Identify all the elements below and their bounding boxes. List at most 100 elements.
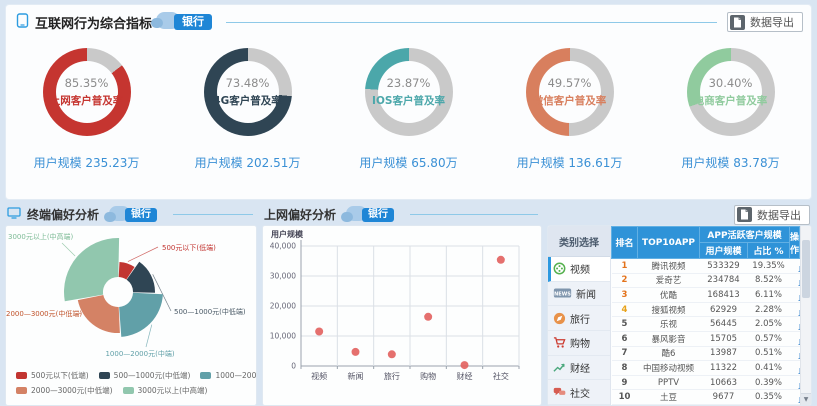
legend-label: 500—1000元(中低端) [113, 370, 191, 380]
legend-swatch [122, 386, 134, 394]
table-row: 10 土豆 9677 0.35% [611, 389, 800, 405]
app-name-cell: 优酷 [637, 287, 700, 303]
table-row: 5 乐视 56445 2.05% [611, 316, 800, 332]
ratio-cell: 0.57% [747, 331, 790, 347]
user-scale-cell: 9677 [699, 389, 748, 405]
rank-cell: 10 [611, 389, 638, 405]
ratio-cell: 2.05% [747, 316, 790, 332]
svg-text:新闻: 新闻 [348, 371, 364, 381]
svg-text:0: 0 [291, 362, 296, 371]
ratio-cell: 0.51% [747, 346, 790, 362]
legend-item[interactable]: 500—1000元(中低端) [98, 370, 191, 381]
svg-text:NEWS: NEWS [554, 292, 571, 298]
svg-text:10,000: 10,000 [270, 332, 296, 341]
legend-item[interactable]: 2000—3000元(中低端) [16, 385, 113, 396]
phone-icon [16, 13, 29, 31]
app-name-cell: 土豆 [637, 389, 700, 405]
document-icon [730, 14, 745, 30]
ratio-cell: 19.35% [747, 258, 790, 274]
user-scale-cell: 13987 [699, 346, 748, 362]
report-icon[interactable] [790, 347, 791, 359]
legend-swatch [200, 371, 212, 379]
svg-text:用户规模: 用户规模 [270, 229, 304, 239]
online-panel-title: 上网偏好分析 [264, 208, 337, 222]
col-app: TOP10APP [637, 226, 700, 259]
pie-legend: 500元以下(低端) 500—1000元(中低端) 1000—2000元(中端)… [16, 370, 256, 400]
bank-badge[interactable]: 银行 [125, 207, 158, 222]
donut-label: 4G客户普及率 [213, 95, 282, 107]
ratio-cell: 2.28% [747, 302, 790, 318]
legend-swatch [98, 371, 110, 379]
category-item-新闻[interactable]: NEWS 新闻 [548, 281, 610, 307]
ratio-cell: 0.41% [747, 360, 790, 376]
svg-text:500元以下(低端): 500元以下(低端) [162, 243, 216, 252]
category-label: 购物 [570, 339, 590, 351]
cloud-icon [104, 205, 131, 222]
page-title: 互联网行为综合指标 [35, 16, 153, 32]
app-name-cell: PPTV [637, 375, 700, 391]
chat-icon [553, 386, 566, 399]
document-icon [737, 207, 752, 222]
kpi-donut: 85.35% 上网客户普及率 [6, 48, 167, 136]
category-item-视频[interactable]: 视频 [548, 257, 610, 282]
legend-item[interactable]: 500元以下(低端) [16, 370, 89, 381]
legend-item[interactable]: 3000元以上(中高端) [122, 385, 207, 396]
rank-cell: 2 [611, 273, 638, 289]
col-scale: 用户规模 [699, 242, 748, 259]
ratio-cell: 0.39% [747, 375, 790, 391]
category-item-社交[interactable]: 社交 [548, 380, 610, 405]
report-icon[interactable] [790, 260, 791, 272]
legend-label: 1000—2000元(中端) [215, 370, 257, 380]
compass-icon [553, 312, 566, 325]
terminal-pie-card: 500元以下(低端) 500—1000元(中低端) 1000—2000元(中端) 20… [5, 225, 257, 406]
report-icon[interactable] [790, 391, 791, 403]
scatter-card: 用户规模 0 10,000 20,000 30,000 40,000 视频 新闻 旅行 购物 财经 社… [262, 225, 542, 406]
category-item-购物[interactable]: 购物 [548, 330, 610, 356]
user-scale-value: 用户规模 136.61万 [516, 156, 623, 170]
legend-swatch [16, 371, 27, 379]
app-name-cell: 搜狐视频 [637, 302, 700, 318]
svg-text:旅行: 旅行 [384, 371, 400, 381]
cart-icon [553, 336, 566, 349]
rank-cell: 5 [611, 316, 638, 332]
category-label: 财经 [570, 363, 590, 375]
rank-cell: 6 [611, 331, 638, 347]
report-icon[interactable] [790, 289, 791, 301]
data-export-button[interactable]: 数据导出 [727, 12, 803, 32]
rank-cell: 3 [611, 287, 638, 303]
scrollbar-thumb[interactable] [802, 240, 810, 298]
category-item-旅行[interactable]: 旅行 [548, 306, 610, 331]
trend-icon [553, 361, 566, 374]
report-icon[interactable] [790, 362, 791, 374]
table-row: 6 暴风影音 15705 0.57% [611, 331, 800, 347]
kpi-panel: 互联网行为综合指标 银行 数据导出 85.35% 上网客户普及率 73.48% … [5, 4, 812, 200]
report-icon[interactable] [790, 377, 791, 389]
rank-cell: 8 [611, 360, 638, 376]
legend-label: 2000—3000元(中低端) [31, 385, 113, 395]
report-icon[interactable] [790, 333, 791, 345]
report-icon[interactable] [790, 274, 791, 286]
bank-badge[interactable]: 银行 [362, 207, 395, 222]
report-icon[interactable] [790, 318, 791, 330]
bank-badge[interactable]: 银行 [174, 14, 213, 30]
data-export-button[interactable]: 数据导出 [734, 204, 810, 225]
category-header: 类别选择 [548, 226, 610, 257]
app-name-cell: 爱奇艺 [637, 273, 700, 289]
user-scale-value: 用户规模 202.51万 [194, 156, 301, 170]
svg-text:40,000: 40,000 [270, 242, 296, 251]
section-divider [173, 214, 253, 215]
svg-text:30,000: 30,000 [270, 272, 296, 281]
scatter-chart: 用户规模 0 10,000 20,000 30,000 40,000 视频 新闻 旅行 购物 财经 社… [270, 229, 520, 381]
kpi-donut: 30.40% 电商客户普及率 [650, 48, 811, 136]
report-icon[interactable] [790, 304, 791, 316]
legend-item[interactable]: 1000—2000元(中端) [200, 370, 257, 381]
svg-text:视频: 视频 [311, 371, 327, 381]
user-scale-cell: 56445 [699, 316, 748, 332]
ratio-cell: 0.35% [747, 389, 790, 405]
scrollbar-down-arrow[interactable]: ▼ [801, 392, 811, 405]
app-name-cell: 乐视 [637, 316, 700, 332]
table-row: 9 PPTV 10663 0.39% [611, 375, 800, 391]
rose-pie-chart: 500元以下(低端) 500—1000元(中低端) 1000—2000元(中端) 20… [6, 232, 246, 358]
table-scrollbar[interactable]: ▼ [800, 226, 811, 405]
category-item-财经[interactable]: 财经 [548, 355, 610, 381]
